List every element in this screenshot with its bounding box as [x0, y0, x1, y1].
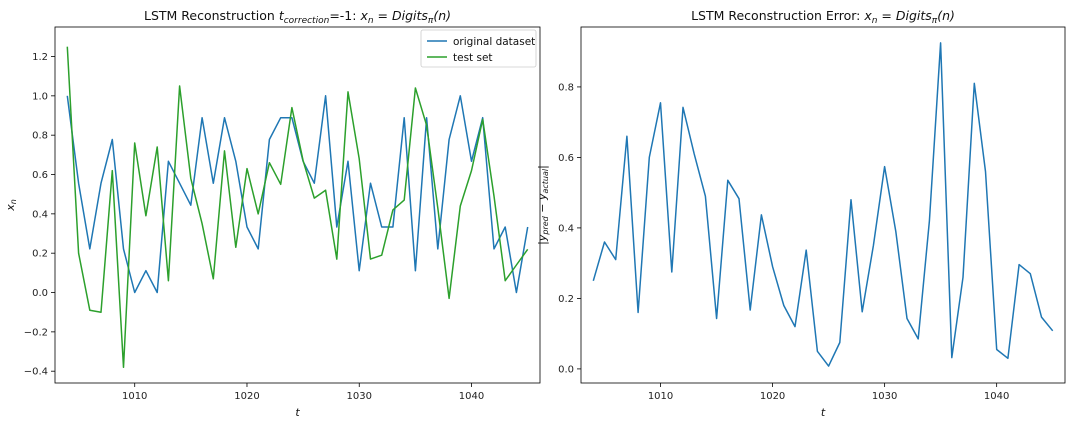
title-t-sub: correction — [284, 16, 330, 26]
title-func-end: (n) — [937, 8, 955, 23]
ylabel-base: x — [4, 204, 17, 212]
y-tick-label: 1.0 — [32, 91, 48, 102]
legend-label-original-dataset: original dataset — [453, 36, 535, 48]
title-func-base: Digits — [896, 8, 932, 23]
series-line-error — [592, 42, 1054, 367]
y-axis-label: |ypred − yactual| — [536, 165, 550, 245]
series-line-test-set — [66, 46, 529, 369]
ylabel-y1: y — [536, 234, 549, 242]
title-func-sub: π — [932, 16, 938, 26]
series-layer — [592, 42, 1054, 367]
y-axis-ticks: 0.0 0.2 0.4 0.6 0.8 — [558, 82, 581, 375]
title-t-base: t — [279, 8, 285, 23]
y-tick-label: 0.2 — [558, 294, 574, 305]
x-tick-label: 1010 — [122, 391, 147, 402]
title-prefix: LSTM Reconstruction Error: — [691, 8, 864, 23]
y-tick-label: −0.2 — [24, 327, 48, 338]
x-axis-ticks: 1010 1020 1030 1040 — [122, 383, 484, 402]
ylabel-minus: − — [536, 200, 549, 216]
y-tick-label: 0.0 — [32, 288, 48, 299]
ylabel-sub: n — [9, 199, 18, 204]
title-x-base: x — [863, 8, 872, 23]
y-tick-label: 0.8 — [558, 82, 574, 93]
y-tick-label: −0.4 — [24, 367, 48, 378]
title-mid: =-1: — [329, 8, 360, 23]
series-line-original-dataset — [66, 95, 529, 294]
x-tick-label: 1020 — [234, 391, 259, 402]
y-tick-label: 0.0 — [558, 364, 574, 375]
y-tick-label: 1.2 — [32, 52, 48, 63]
y-axis-ticks: −0.4 −0.2 0.0 0.2 0.4 0.6 0.8 1.0 1.2 — [24, 52, 55, 378]
title-x-base: x — [359, 8, 368, 23]
y-axis-label: xn — [4, 199, 18, 212]
chart-reconstruction: 1010 1020 1030 1040 −0.4 −0.2 0.0 0.2 0.4 0.6 0.8… — [4, 8, 541, 419]
x-tick-label: 1010 — [648, 391, 673, 402]
title-eq: = — [374, 8, 392, 23]
ylabel-bar-close: | — [536, 165, 549, 169]
legend-box — [420, 29, 537, 68]
title-x-sub: n — [872, 16, 878, 26]
legend: original dataset test set — [420, 29, 537, 68]
title-func-end: (n) — [433, 8, 451, 23]
plot-frame — [54, 26, 541, 384]
x-axis-label: t — [821, 406, 826, 419]
ylabel-sub1: pred — [541, 215, 550, 235]
ylabel-bar-open: | — [536, 241, 549, 245]
x-tick-label: 1030 — [872, 391, 897, 402]
chart-title: LSTM Reconstruction tcorrection=-1: xn =… — [144, 8, 451, 26]
x-axis-label: t — [295, 406, 300, 419]
chart-reconstruction-error: 1010 1020 1030 1040 0.0 0.2 0.4 0.6 0.8 LSTM Re… — [536, 8, 1066, 419]
x-axis-ticks: 1010 1020 1030 1040 — [648, 383, 1009, 402]
y-tick-label: 0.6 — [32, 170, 48, 181]
legend-label-test-set: test set — [453, 52, 493, 64]
title-prefix: LSTM Reconstruction — [144, 8, 279, 23]
title-x-sub: n — [368, 16, 374, 26]
ylabel-sub2: actual — [541, 168, 550, 193]
series-layer — [66, 46, 529, 369]
plot-frame — [580, 26, 1066, 384]
chart-title: LSTM Reconstruction Error: xn = Digitsπ(… — [691, 8, 955, 26]
x-tick-label: 1020 — [760, 391, 785, 402]
y-tick-label: 0.4 — [32, 209, 48, 220]
x-tick-label: 1030 — [347, 391, 372, 402]
title-func-base: Digits — [392, 8, 428, 23]
title-func-sub: π — [428, 16, 434, 26]
y-tick-label: 0.8 — [32, 131, 48, 142]
x-tick-label: 1040 — [984, 391, 1009, 402]
title-eq: = — [877, 8, 895, 23]
x-tick-label: 1040 — [459, 391, 484, 402]
ylabel-y2: y — [536, 193, 549, 201]
y-tick-label: 0.6 — [558, 153, 574, 164]
y-tick-label: 0.2 — [32, 249, 48, 260]
y-tick-label: 0.4 — [558, 223, 574, 234]
